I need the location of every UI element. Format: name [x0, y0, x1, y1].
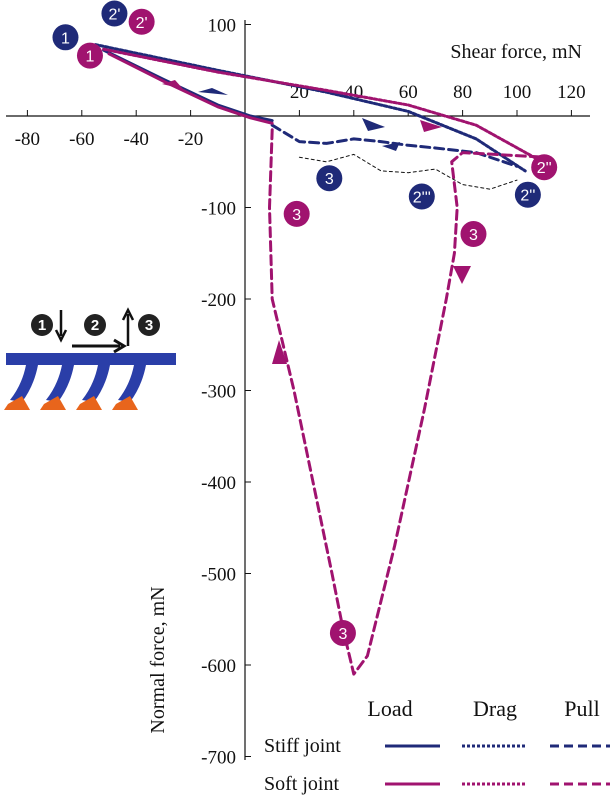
inset-step-3-marker [138, 314, 160, 336]
y-ticks: 100 -100 -200 -300 -400 -500 -600 -700 [201, 16, 251, 769]
soft-pull-arrow-up [272, 340, 287, 364]
inset-press-arrow-icon [54, 310, 68, 343]
phase-marker-label: 3 [338, 626, 347, 643]
phase-marker-label: 3 [325, 171, 334, 188]
direction-arrows [162, 80, 471, 364]
legend-col-load: Load [367, 696, 412, 721]
phase-marker-stiff [52, 24, 79, 51]
inset-tip [4, 396, 30, 410]
inset-step-1-label: 1 [38, 317, 46, 334]
soft-joint-pull-line [268, 128, 546, 676]
inset-fiber [46, 365, 74, 402]
stiff-pull-arrow [382, 142, 400, 151]
y-axis-title: Normal force, mN [147, 586, 169, 733]
x-tick-label: 60 [399, 82, 418, 103]
legend: Load Drag Pull Stiff joint Soft joint [262, 688, 612, 802]
legend-row-stiff: Stiff joint [264, 735, 341, 757]
phase-marker-soft [76, 42, 103, 69]
inset-fibers [10, 365, 146, 402]
y-tick-label: -600 [201, 656, 236, 677]
gripper-inset: 1 2 3 [4, 307, 176, 410]
stiff-load-arrow [198, 88, 228, 95]
inset-step-2-marker [84, 314, 106, 336]
phase-markers: 11 2' 2' 2''2'' 2''' 3 3 3 3 [52, 0, 558, 646]
y-tick-label: -700 [201, 748, 236, 769]
phase-marker-label: 2' [108, 7, 120, 24]
stiff-joint-pull-line [270, 123, 519, 168]
phase-marker-label: 3 [469, 227, 478, 244]
y-tick-label: -400 [201, 473, 236, 494]
soft-drag-arrow [420, 120, 442, 132]
phase-marker-soft [329, 619, 356, 646]
phase-marker-soft [128, 8, 155, 35]
phase-marker-label: 2'' [520, 188, 535, 205]
phase-marker-soft [460, 221, 487, 248]
phase-marker-label: 1 [61, 30, 70, 47]
y-tick-label: -100 [201, 199, 236, 220]
stiff-joint-load-line [102, 48, 274, 123]
phase-marker-stiff [101, 0, 128, 27]
y-tick-label: -300 [201, 382, 236, 403]
y-tick-label: -200 [201, 290, 236, 311]
x-tick-label: -80 [15, 129, 40, 150]
x-tick-label: 80 [453, 82, 472, 103]
inset-tip [76, 396, 102, 410]
phase-marker-soft [283, 200, 310, 227]
soft-joint-drag-line [102, 47, 541, 162]
soft-joint-load-line [107, 52, 274, 125]
soft-pull-arrow-down [453, 266, 471, 284]
phase-marker-label: 3 [292, 207, 301, 224]
x-axis-title: Shear force, mN [450, 41, 582, 63]
stiff-drag-arrow [362, 118, 385, 131]
soft-load-arrow [162, 80, 183, 89]
phase-marker-stiff [514, 181, 541, 208]
inset-fiber [118, 365, 146, 402]
inset-fiber [10, 365, 38, 402]
phase-marker-stiff [316, 165, 343, 192]
note-line [298, 153, 518, 190]
stiff-joint-drag-line [93, 43, 527, 173]
inset-lift-arrow-icon [121, 307, 135, 346]
inset-backing-bar [6, 353, 176, 365]
inset-step-1-marker [31, 314, 53, 336]
y-tick-label: -500 [201, 565, 236, 586]
inset-tips [4, 396, 138, 410]
inset-tip [112, 396, 138, 410]
x-tick-label: -60 [69, 129, 94, 150]
inset-tip [40, 396, 66, 410]
phase-marker-soft [531, 154, 558, 181]
inset-step-2-label: 2 [91, 317, 99, 334]
phase-marker-label: 2'' [537, 160, 552, 177]
x-tick-label: 120 [557, 82, 586, 103]
series-layer [93, 43, 546, 676]
phase-marker-label: 2' [136, 15, 148, 32]
legend-col-pull: Pull [564, 696, 599, 721]
phase-marker-label: 1 [86, 49, 95, 66]
y-tick-label: 100 [208, 16, 237, 37]
phase-marker-stiff [408, 183, 435, 210]
inset-step-3-label: 3 [145, 317, 153, 334]
x-tick-label: -40 [124, 129, 149, 150]
inset-fiber [82, 365, 110, 402]
phase-marker-label: 2''' [413, 190, 431, 207]
legend-col-drag: Drag [473, 696, 517, 721]
x-tick-label: -20 [178, 129, 203, 150]
legend-row-soft: Soft joint [264, 773, 339, 795]
inset-drag-arrow-icon [72, 338, 127, 354]
x-tick-label: 100 [503, 82, 532, 103]
